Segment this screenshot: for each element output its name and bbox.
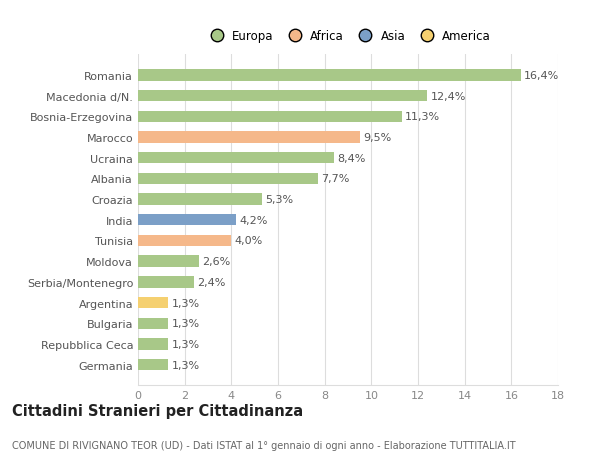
Bar — [138, 70, 521, 81]
Bar — [138, 277, 194, 288]
Text: 1,3%: 1,3% — [172, 360, 200, 370]
Bar — [138, 194, 262, 205]
Text: Cittadini Stranieri per Cittadinanza: Cittadini Stranieri per Cittadinanza — [12, 403, 303, 418]
Text: 1,3%: 1,3% — [172, 319, 200, 329]
Bar — [138, 339, 169, 350]
Text: 7,7%: 7,7% — [321, 174, 350, 184]
Text: 1,3%: 1,3% — [172, 339, 200, 349]
Bar — [138, 174, 317, 185]
Text: 4,2%: 4,2% — [239, 215, 268, 225]
Bar — [138, 132, 359, 143]
Bar — [138, 153, 334, 164]
Bar — [138, 256, 199, 267]
Text: 5,3%: 5,3% — [265, 195, 293, 205]
Bar — [138, 235, 232, 246]
Bar — [138, 91, 427, 102]
Text: 2,4%: 2,4% — [197, 277, 226, 287]
Legend: Europa, Africa, Asia, America: Europa, Africa, Asia, America — [203, 28, 493, 45]
Bar — [138, 318, 169, 329]
Text: 11,3%: 11,3% — [405, 112, 440, 122]
Bar — [138, 297, 169, 308]
Text: 8,4%: 8,4% — [337, 153, 366, 163]
Text: 2,6%: 2,6% — [202, 257, 230, 267]
Text: COMUNE DI RIVIGNANO TEOR (UD) - Dati ISTAT al 1° gennaio di ogni anno - Elaboraz: COMUNE DI RIVIGNANO TEOR (UD) - Dati IST… — [12, 440, 515, 450]
Text: 4,0%: 4,0% — [235, 236, 263, 246]
Text: 16,4%: 16,4% — [524, 71, 559, 81]
Text: 1,3%: 1,3% — [172, 298, 200, 308]
Bar — [138, 215, 236, 226]
Text: 9,5%: 9,5% — [363, 133, 391, 143]
Text: 12,4%: 12,4% — [431, 91, 466, 101]
Bar — [138, 112, 401, 123]
Bar — [138, 359, 169, 370]
